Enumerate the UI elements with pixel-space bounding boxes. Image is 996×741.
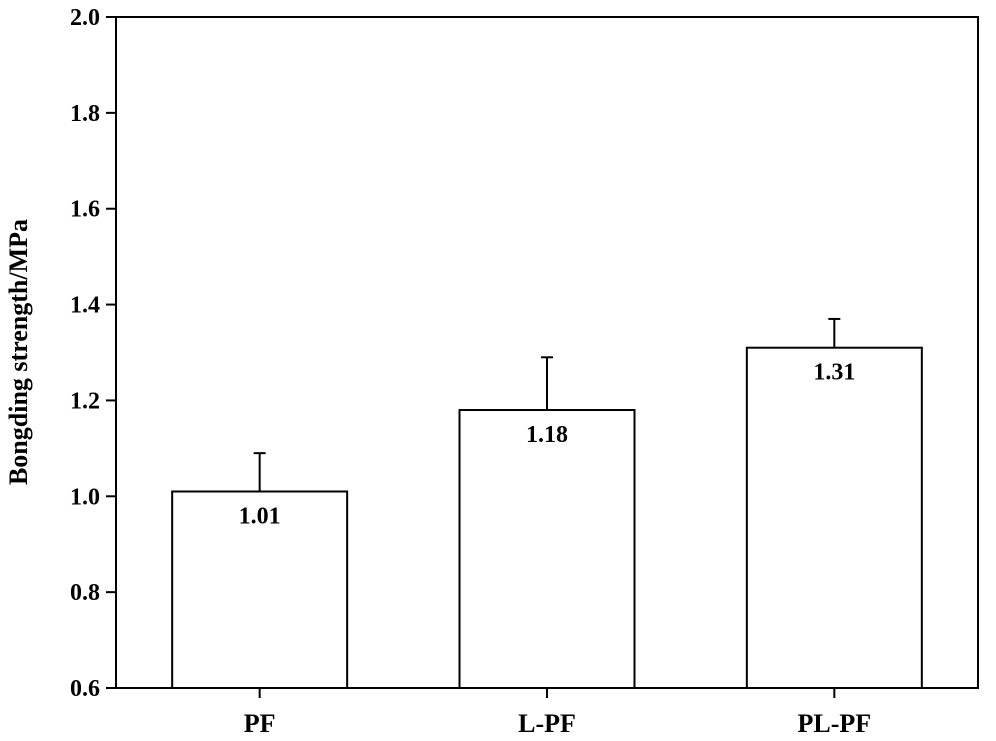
y-axis-title: Bongding strength/MPa	[4, 219, 33, 485]
data-label: 1.01	[239, 503, 281, 529]
y-tick-label: 1.2	[70, 388, 100, 414]
x-tick-label: L-PF	[518, 709, 576, 738]
y-tick-label: 0.6	[70, 676, 100, 702]
x-tick-label: PF	[244, 709, 276, 738]
y-tick-label: 1.0	[70, 484, 100, 510]
y-tick-label: 0.8	[70, 580, 100, 606]
y-tick-label: 1.4	[70, 293, 100, 319]
y-tick-label: 1.6	[70, 197, 100, 223]
data-label: 1.31	[813, 360, 855, 386]
y-tick-label: 2.0	[70, 5, 100, 31]
data-label: 1.18	[526, 422, 568, 448]
bar	[458, 409, 636, 689]
y-tick-label: 1.8	[70, 101, 100, 127]
x-tick-label: PL-PF	[798, 709, 872, 738]
plot-area: 0.6 0.8 1.0 1.2 1.4 1.6 1.8 2.0 1.01 PF 1.18 L-PF 1.…	[70, 5, 979, 738]
bar	[745, 346, 923, 689]
